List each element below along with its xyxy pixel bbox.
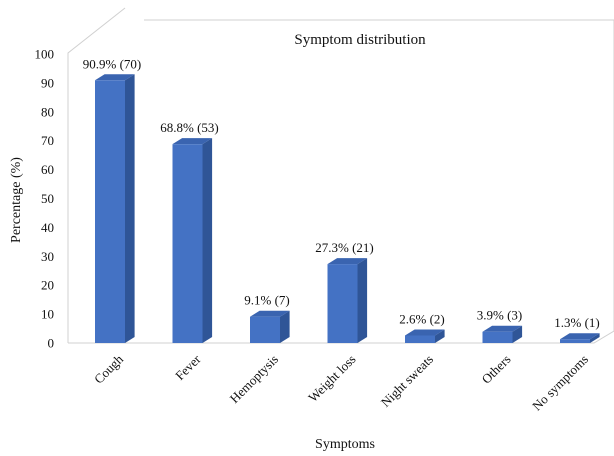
- x-category-label: No symptoms: [529, 352, 591, 414]
- bar-front: [95, 80, 125, 343]
- data-label: 90.9% (70): [83, 56, 142, 71]
- bar-top: [327, 258, 368, 265]
- y-tick-label: 90: [41, 75, 54, 90]
- bar-front: [172, 144, 203, 343]
- bar: 1.3% (1): [554, 315, 600, 343]
- y-axis-ticks: 0 10 20 30 40 50 60 70 80 90 100: [35, 47, 55, 351]
- x-category-label: Cough: [91, 351, 126, 386]
- data-label: 68.8% (53): [160, 120, 219, 135]
- bar-front: [327, 264, 358, 343]
- bar-top: [482, 325, 523, 332]
- bar-side: [202, 138, 213, 343]
- chart-title: Symptom distribution: [294, 32, 426, 48]
- data-label: 27.3% (21): [315, 240, 374, 255]
- y-tick-label: 30: [41, 249, 54, 264]
- bar: 90.9% (70): [83, 56, 142, 343]
- bar-top: [250, 310, 290, 317]
- bar: 3.9% (3): [477, 308, 523, 343]
- bar-side: [435, 329, 445, 343]
- x-category-label: Hemoptysis: [227, 352, 282, 407]
- y-axis-title: Percentage (%): [9, 157, 24, 243]
- y-tick-label: 0: [48, 336, 55, 351]
- y-tick-label: 40: [41, 220, 54, 235]
- y-tick-label: 60: [41, 162, 54, 177]
- bar-front: [250, 316, 280, 343]
- x-category-label: Weight loss: [305, 352, 359, 406]
- bar-side: [125, 74, 135, 343]
- x-category-label: Others: [478, 352, 513, 387]
- x-axis-title: Symptoms: [315, 437, 375, 452]
- data-label: 2.6% (2): [399, 311, 445, 326]
- bar-top: [405, 329, 445, 336]
- bar: 68.8% (53): [160, 120, 219, 343]
- x-axis-categories: Cough Fever Hemoptysis Weight loss Night swe…: [91, 351, 591, 413]
- bar: 9.1% (7): [244, 293, 290, 343]
- bar: 27.3% (21): [315, 240, 374, 343]
- bar-front: [560, 339, 590, 343]
- bar-top: [560, 333, 600, 340]
- left-wall-edge: [67, 7, 126, 343]
- y-tick-label: 20: [41, 278, 54, 293]
- floor-edge: [68, 330, 614, 344]
- bar-side: [280, 310, 290, 343]
- x-category-label: Night sweats: [378, 352, 436, 410]
- bar-front: [405, 335, 435, 343]
- y-tick-label: 80: [41, 104, 54, 119]
- bar-front: [482, 331, 513, 343]
- data-label: 3.9% (3): [477, 308, 523, 323]
- bar-top: [172, 138, 213, 145]
- bar-side: [512, 325, 523, 343]
- bar: 2.6% (2): [399, 311, 445, 343]
- data-label: 1.3% (1): [554, 315, 600, 330]
- y-tick-label: 100: [35, 47, 55, 62]
- chart-frame: [67, 7, 614, 344]
- bar-side: [357, 258, 368, 343]
- bar-side: [590, 333, 600, 343]
- x-category-label: Fever: [172, 351, 204, 383]
- data-label: 9.1% (7): [244, 293, 290, 308]
- bar-top: [95, 74, 135, 81]
- y-tick-label: 50: [41, 191, 54, 206]
- y-tick-label: 10: [41, 307, 54, 322]
- y-tick-label: 70: [41, 133, 54, 148]
- back-wall-edge: [144, 19, 614, 331]
- bars: 90.9% (70) 68.8% (53) 9.1% (7) 27.3% (21) 2.…: [83, 56, 600, 343]
